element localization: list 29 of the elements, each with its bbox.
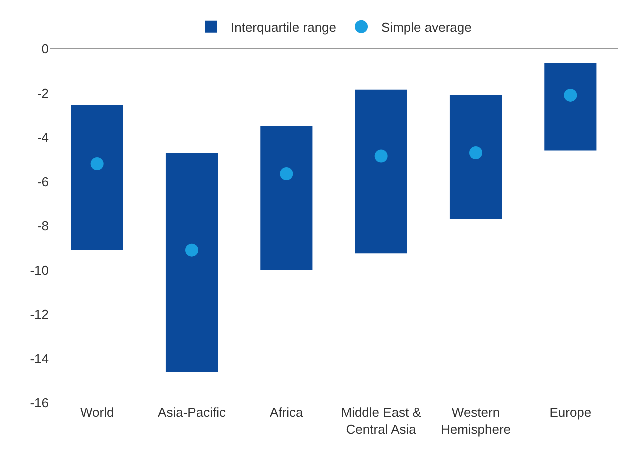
bar — [166, 152, 218, 372]
y-tick-label: -10 — [30, 262, 49, 278]
bar — [450, 95, 502, 220]
point — [280, 168, 294, 181]
y-tick-label: -16 — [30, 396, 49, 411]
y-tick-label: -2 — [37, 86, 49, 101]
bar — [260, 126, 313, 270]
x-tick-label: Africa — [270, 405, 304, 420]
x-tick-label: Europe — [550, 405, 592, 420]
y-tick-label: -12 — [30, 307, 49, 322]
bar — [71, 105, 124, 250]
y-tick-label: 0 — [42, 42, 49, 57]
bar — [355, 90, 408, 254]
point — [90, 158, 104, 171]
bar — [544, 63, 597, 151]
y-tick-label: -14 — [30, 351, 49, 366]
x-tick-label: Asia-Pacific — [158, 405, 226, 420]
legend-label: Simple average — [382, 20, 472, 35]
y-tick-label: -8 — [37, 218, 49, 234]
point — [374, 150, 388, 163]
point — [186, 244, 198, 257]
y-tick-label: -4 — [37, 130, 49, 146]
point — [470, 146, 482, 160]
y-tick-label: -6 — [37, 174, 49, 190]
legend-label: Interquartile range — [231, 20, 337, 35]
x-tick-label: Middle East & Central Asia — [341, 405, 422, 437]
point — [564, 88, 578, 102]
x-tick-label: World — [80, 405, 114, 420]
x-tick-label: Western Hemisphere — [440, 405, 512, 437]
